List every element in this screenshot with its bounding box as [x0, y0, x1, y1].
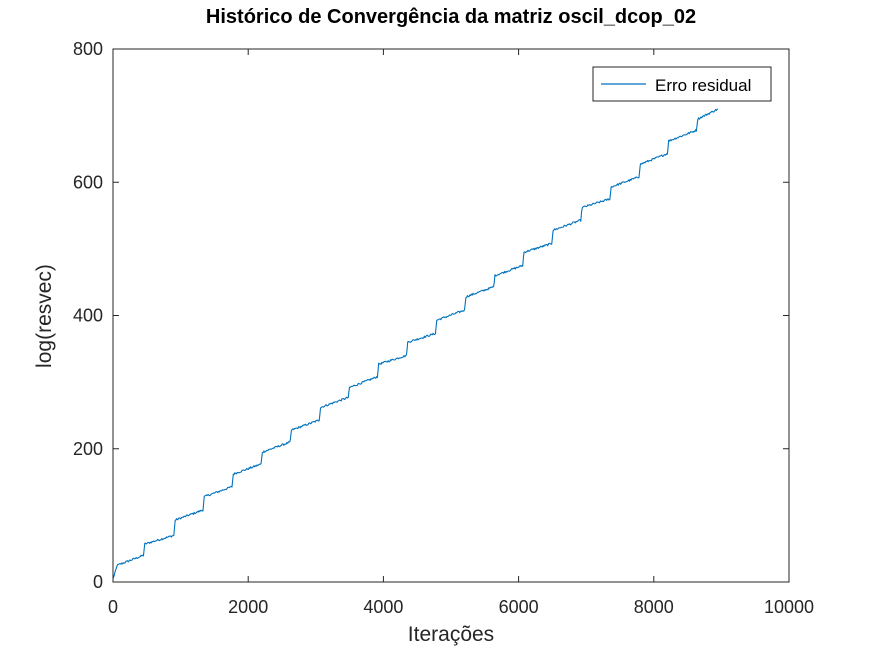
legend: Erro residual — [592, 66, 772, 102]
x-tick-label: 10000 — [764, 597, 814, 617]
y-tick-label: 600 — [73, 172, 103, 192]
x-tick-label: 8000 — [634, 597, 674, 617]
chart-title: Histórico de Convergência da matriz osci… — [206, 6, 696, 28]
legend-entry-erro-residual: Erro residual — [655, 76, 751, 95]
x-tick-label: 0 — [108, 597, 118, 617]
y-tick-label: 0 — [93, 572, 103, 592]
y-tick-label: 200 — [73, 439, 103, 459]
x-tick-label: 2000 — [228, 597, 268, 617]
ticks-layer: 0 2000 4000 6000 8000 10000 0 200 400 600 800 — [73, 39, 814, 617]
y-tick-label: 800 — [73, 39, 103, 59]
x-axis-label: Iterações — [408, 623, 494, 646]
plot-area: 0 2000 4000 6000 8000 10000 0 200 400 600 800 — [73, 39, 814, 617]
y-axis-label: log(resvec) — [33, 264, 56, 368]
x-tick-label: 4000 — [363, 597, 403, 617]
series-line-erro-residual — [112, 108, 719, 579]
y-tick-label: 400 — [73, 306, 103, 326]
x-tick-label: 6000 — [499, 597, 539, 617]
series-layer — [112, 108, 719, 579]
